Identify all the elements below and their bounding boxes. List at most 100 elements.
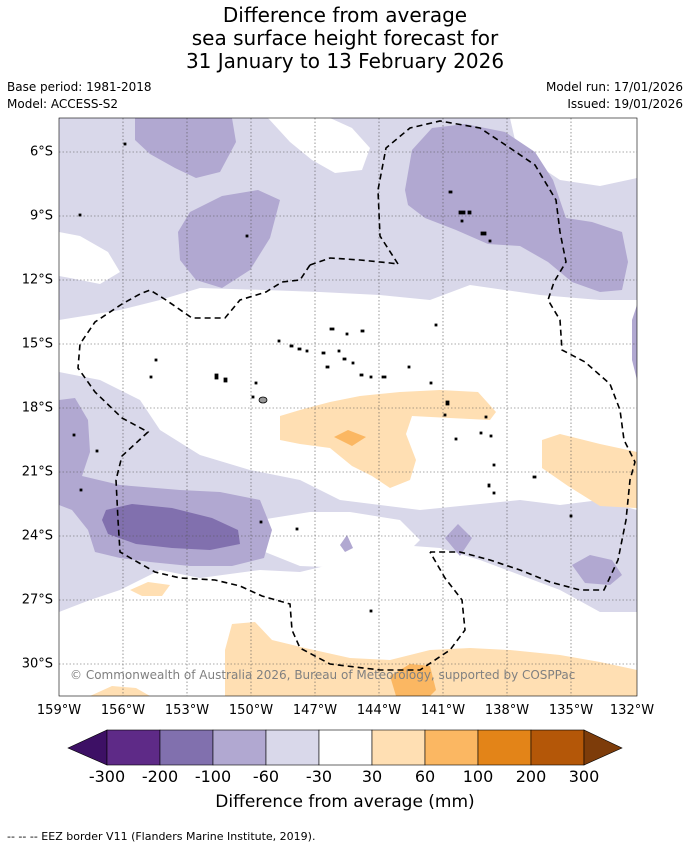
neg100-region xyxy=(102,504,240,550)
island-35 xyxy=(445,400,450,406)
colorbar-bin-6 xyxy=(371,729,426,766)
island-5 xyxy=(458,210,466,215)
island-17 xyxy=(305,349,309,353)
island-32 xyxy=(254,381,258,385)
lat-label-27s: 27°S xyxy=(21,592,53,608)
base-period: Base period: 1981-2018 xyxy=(7,80,152,94)
neg60-region-nw xyxy=(135,118,236,178)
island-25 xyxy=(381,375,387,379)
island-14 xyxy=(277,339,281,343)
island-26 xyxy=(407,365,411,369)
island-30 xyxy=(214,373,219,380)
island-21 xyxy=(325,365,330,369)
island-51 xyxy=(369,609,373,613)
island-3 xyxy=(245,234,249,238)
meta-left: Base period: 1981-2018 Model: ACCESS-S2 xyxy=(7,79,152,113)
lon-label-147w: 147°W xyxy=(292,703,338,718)
pos30-region-bottomleft xyxy=(90,686,150,696)
colorbar-bin-2 xyxy=(159,729,214,766)
eez-footnote: -- -- -- EEZ border V11 (Flanders Marine… xyxy=(7,830,316,843)
colorbar-extend-high xyxy=(583,729,623,766)
island-13 xyxy=(360,329,365,333)
island-9 xyxy=(488,239,492,243)
lon-label-159w: 159°W xyxy=(36,703,82,718)
colorbar-title: Difference from average (mm) xyxy=(215,792,475,812)
lon-label-153w: 153°W xyxy=(164,703,210,718)
colorbar xyxy=(67,729,623,766)
lat-label-24s: 24°S xyxy=(21,528,53,544)
neg60-region-mid xyxy=(178,190,280,288)
colorbar-tick-3: -100 xyxy=(194,767,232,786)
white-patch-4 xyxy=(255,512,420,568)
lat-label-30s: 30°S xyxy=(21,656,53,672)
colorbar-bin-3 xyxy=(212,729,267,766)
island-1 xyxy=(123,142,127,146)
title-line-3: 31 January to 13 February 2026 xyxy=(185,49,505,73)
colorbar-bin-8 xyxy=(477,729,532,766)
colorbar-bin-1 xyxy=(106,729,161,766)
island-40 xyxy=(454,437,458,441)
lat-label-21s: 21°S xyxy=(21,464,53,480)
lon-label-156w: 156°W xyxy=(100,703,146,718)
model-run: Model run: 17/01/2026 xyxy=(545,80,683,94)
anomaly-field xyxy=(59,118,637,696)
pos30-region-southwest xyxy=(130,582,170,596)
title-line-1: Difference from average xyxy=(222,3,468,27)
pos60-region-south xyxy=(390,664,436,696)
lat-label-9s: 9°S xyxy=(29,208,53,224)
colorbar-tick-6: 30 xyxy=(361,767,383,786)
island-8 xyxy=(480,231,487,236)
island-39 xyxy=(489,434,493,438)
island-7 xyxy=(460,219,464,223)
colorbar-tick-8: 100 xyxy=(462,767,494,786)
island-50 xyxy=(295,527,299,531)
island-37 xyxy=(484,415,488,419)
lon-label-144w: 144°W xyxy=(356,703,402,718)
lon-label-138w: 138°W xyxy=(484,703,530,718)
neg60-region-east xyxy=(632,305,637,380)
neg60-region-se-2 xyxy=(445,524,472,556)
colorbar-tick-5: -30 xyxy=(305,767,333,786)
lat-label-15s: 15°S xyxy=(21,336,53,352)
white-patch-2 xyxy=(268,118,370,173)
issued-date: Issued: 19/01/2026 xyxy=(567,97,683,111)
pos30-region-south xyxy=(225,622,637,696)
island-31 xyxy=(223,377,228,383)
lat-label-12s: 12°S xyxy=(21,272,53,288)
colorbar-extend-low xyxy=(67,729,108,766)
island-2 xyxy=(78,213,82,217)
lat-label-6s: 6°S xyxy=(29,144,53,160)
pos30-region-east xyxy=(542,434,637,508)
islands xyxy=(72,142,573,613)
copyright-notice: © Commonwealth of Australia 2026, Bureau… xyxy=(70,668,576,682)
island-23 xyxy=(359,373,364,377)
lon-label-150w: 150°W xyxy=(228,703,274,718)
pos60-region-central xyxy=(334,430,366,446)
island-22 xyxy=(351,361,355,365)
island-48 xyxy=(569,514,573,518)
island-44 xyxy=(492,463,496,467)
island-11 xyxy=(329,327,335,331)
lon-label-132w: 132°W xyxy=(609,703,655,718)
colorbar-tick-2: -200 xyxy=(141,767,179,786)
island-24 xyxy=(369,375,373,379)
colorbar-tick-4: -60 xyxy=(252,767,280,786)
neg60-region-se-3 xyxy=(340,535,353,552)
colorbar-bin-5 xyxy=(318,729,373,766)
chart-title: Difference from average sea surface heig… xyxy=(0,4,690,73)
island-38 xyxy=(479,431,483,435)
colorbar-tick-9: 200 xyxy=(515,767,547,786)
island-20 xyxy=(342,357,347,361)
model-name: Model: ACCESS-S2 xyxy=(7,97,119,111)
lat-label-18s: 18°S xyxy=(21,400,53,416)
colorbar-bin-4 xyxy=(265,729,320,766)
colorbar-bin-7 xyxy=(424,729,479,766)
island-29 xyxy=(149,375,153,379)
neg60-region-ne xyxy=(405,124,628,292)
island-46 xyxy=(487,483,491,488)
eez-border xyxy=(77,120,636,671)
island-18 xyxy=(321,351,326,355)
white-patch-1 xyxy=(59,232,120,284)
lon-label-135w: 135°W xyxy=(548,703,594,718)
